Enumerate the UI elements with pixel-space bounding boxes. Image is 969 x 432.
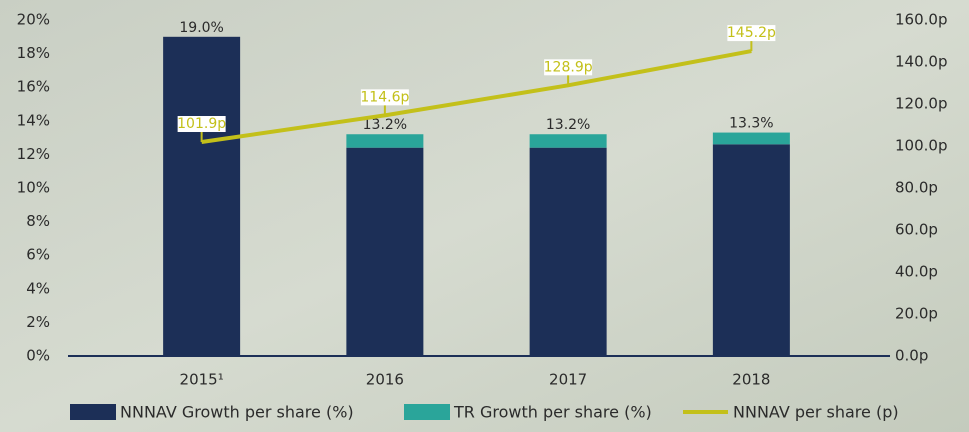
- y2-tick-label: 160.0p: [895, 11, 947, 29]
- y2-tick-label: 80.0p: [895, 179, 938, 197]
- bar: [530, 148, 607, 356]
- legend-label: TR Growth per share (%): [453, 403, 652, 422]
- y-tick-label: 8%: [26, 212, 50, 230]
- y2-tick-label: 140.0p: [895, 53, 947, 71]
- y2-tick-label: 60.0p: [895, 221, 938, 239]
- y-tick-label: 18%: [17, 44, 50, 62]
- y-tick-label: 0%: [26, 347, 50, 365]
- y-tick-label: 4%: [26, 279, 50, 297]
- y-tick-label: 10%: [17, 179, 50, 197]
- y2-tick-label: 120.0p: [895, 95, 947, 113]
- x-tick-label: 2017: [549, 371, 587, 389]
- bar: [346, 148, 423, 356]
- bar: [530, 134, 607, 147]
- x-tick-label: 2018: [732, 371, 770, 389]
- line-value-label: 114.6p: [360, 89, 409, 105]
- y-tick-label: 16%: [17, 78, 50, 96]
- bar: [713, 133, 790, 145]
- line-value-label: 101.9p: [177, 116, 226, 132]
- chart: 0% 2% 4% 6% 8% 10% 12% 14% 16% 18% 20% 0.0p 20.0p 40.…: [0, 0, 969, 432]
- y2-tick-label: 20.0p: [895, 305, 938, 323]
- page: {"chart_data": {"type": "bar-line", "cat…: [0, 0, 969, 432]
- y-tick-label: 2%: [26, 313, 50, 331]
- bar: [346, 134, 423, 147]
- background: [0, 0, 969, 432]
- total-label: 13.2%: [363, 117, 407, 133]
- bar: [163, 37, 240, 356]
- y2-tick-label: 100.0p: [895, 137, 947, 155]
- y2-tick-label: 40.0p: [895, 263, 938, 281]
- y-tick-label: 12%: [17, 145, 50, 163]
- total-label: 13.3%: [729, 116, 773, 132]
- y-tick-label: 14%: [17, 111, 50, 129]
- legend-label: NNNAV per share (p): [733, 403, 899, 422]
- y2-tick-label: 0.0p: [895, 347, 928, 365]
- x-tick-label: 2015¹: [180, 371, 224, 389]
- bar: [713, 144, 790, 356]
- y-tick-label: 6%: [26, 246, 50, 264]
- legend-label: NNNAV Growth per share (%): [120, 403, 354, 422]
- y-tick-label: 20%: [17, 11, 50, 29]
- total-label: 13.2%: [546, 117, 590, 133]
- total-label: 19.0%: [179, 20, 223, 36]
- x-tick-label: 2016: [366, 371, 404, 389]
- legend-swatch: [70, 404, 116, 420]
- line-value-label: 145.2p: [727, 25, 776, 41]
- line-value-label: 128.9p: [544, 59, 593, 75]
- legend-swatch: [404, 404, 450, 420]
